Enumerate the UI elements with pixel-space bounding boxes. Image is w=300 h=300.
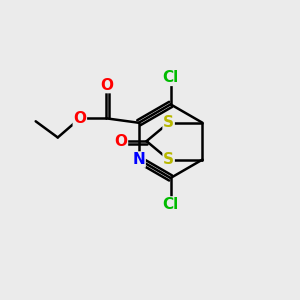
- Text: Cl: Cl: [163, 70, 179, 86]
- Text: O: O: [100, 78, 113, 93]
- Text: S: S: [163, 152, 174, 167]
- Text: S: S: [163, 115, 174, 130]
- Text: O: O: [73, 111, 86, 126]
- Text: Cl: Cl: [163, 197, 179, 212]
- Text: N: N: [132, 152, 145, 167]
- Text: O: O: [114, 134, 128, 149]
